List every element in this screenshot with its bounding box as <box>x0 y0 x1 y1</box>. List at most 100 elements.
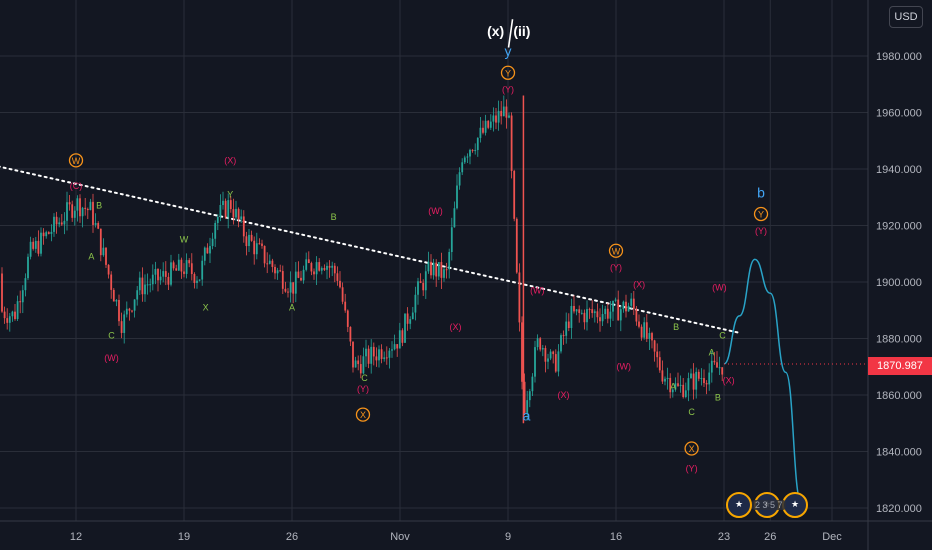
flag-icon: ★ <box>790 500 800 510</box>
y-tick-label: 1840.000 <box>876 447 922 459</box>
event-badge-3[interactable]: ★ <box>782 492 808 518</box>
candle-body <box>528 391 531 401</box>
candle-body <box>658 357 661 371</box>
candle-body <box>229 200 232 210</box>
candle-body <box>157 269 159 281</box>
candle-body <box>138 277 141 291</box>
candle-body <box>40 232 42 254</box>
candle-body <box>370 346 373 364</box>
candle-body <box>378 349 380 361</box>
candle-body <box>567 321 570 328</box>
candle-body <box>284 288 287 292</box>
candle-body <box>344 301 347 311</box>
candle-body <box>263 245 266 264</box>
candle-body <box>419 281 422 283</box>
candle-body <box>159 276 162 281</box>
candle-body <box>53 216 55 232</box>
candle-body <box>261 243 263 246</box>
candle-body <box>690 373 692 379</box>
candle-body <box>216 216 219 223</box>
x-tick-label: 26 <box>286 531 298 543</box>
wave-label-circle <box>753 206 769 222</box>
candle-body <box>656 351 659 358</box>
candle-body <box>573 305 575 312</box>
wave-label: C <box>719 331 726 341</box>
y-tick-label: 1820.000 <box>876 503 922 515</box>
candle-body <box>206 247 209 254</box>
candle-body <box>133 299 136 311</box>
y-tick-label: 1920.000 <box>876 221 922 233</box>
wave-label: W <box>180 234 189 244</box>
candle-body <box>365 348 367 357</box>
candle-body <box>456 185 458 209</box>
candle-body <box>539 338 542 350</box>
candle-body <box>149 284 152 286</box>
candle-body <box>94 223 97 225</box>
wave-label: A <box>670 381 676 391</box>
wave-label: W <box>612 246 621 256</box>
candle-body <box>326 265 328 270</box>
candle-body <box>362 356 365 374</box>
events-strip[interactable]: ★ ★ ★ 2 3 5 7 <box>726 492 808 518</box>
wave-label: (W) <box>712 282 727 292</box>
candle-body <box>474 150 477 152</box>
candle-body <box>81 207 84 217</box>
candle-body <box>307 259 310 264</box>
candle-body <box>437 262 440 277</box>
event-badge-1[interactable]: ★ <box>726 492 752 518</box>
candle-body <box>34 240 37 249</box>
x-tick-label: 16 <box>610 531 622 543</box>
candle-body <box>497 110 500 123</box>
candle-body <box>544 348 547 362</box>
candle-body <box>68 202 71 205</box>
candle-body <box>385 357 388 359</box>
candle-body <box>188 260 191 264</box>
candle-body <box>471 149 474 151</box>
candle-body <box>554 354 557 372</box>
currency-button[interactable]: USD <box>889 6 923 28</box>
candle-body <box>614 299 617 301</box>
candle-body <box>380 349 383 359</box>
wave-label: (x) <box>487 23 504 39</box>
candle-body <box>422 282 425 291</box>
candle-body <box>63 220 66 225</box>
candle-body <box>170 262 172 285</box>
candle-body <box>297 271 300 278</box>
candle-body <box>596 311 599 318</box>
candle-body <box>627 305 630 312</box>
candle-body <box>19 301 22 303</box>
projection-layer <box>723 258 802 504</box>
candle-body <box>79 198 81 217</box>
wave-label: (X) <box>558 390 570 400</box>
candle-body <box>575 309 578 312</box>
candle-body <box>1 273 3 312</box>
candle-body <box>682 384 685 398</box>
candle-body <box>440 262 443 278</box>
candle-body <box>661 370 664 382</box>
candles <box>1 95 724 424</box>
wave-label: B <box>673 322 679 332</box>
candle-body <box>487 120 490 128</box>
candle-body <box>27 256 29 279</box>
wave-label: (W) <box>530 285 545 295</box>
candle-body <box>570 305 573 328</box>
candle-body <box>235 208 237 218</box>
candle-body <box>458 172 461 186</box>
wave-label-circle <box>684 441 699 456</box>
candle-body <box>151 274 154 285</box>
current-price-tag: 1870.987 <box>868 357 932 375</box>
candle-body <box>305 259 308 270</box>
candle-body <box>37 240 40 254</box>
candle-body <box>679 384 682 386</box>
candle-body <box>21 290 24 303</box>
candle-body <box>705 383 708 385</box>
candle-body <box>102 247 105 256</box>
candle-body <box>237 208 240 220</box>
candle-body <box>404 313 406 343</box>
candle-body <box>710 360 713 373</box>
candle-body <box>144 284 146 295</box>
candle-body <box>432 262 435 276</box>
candle-body <box>14 311 16 320</box>
